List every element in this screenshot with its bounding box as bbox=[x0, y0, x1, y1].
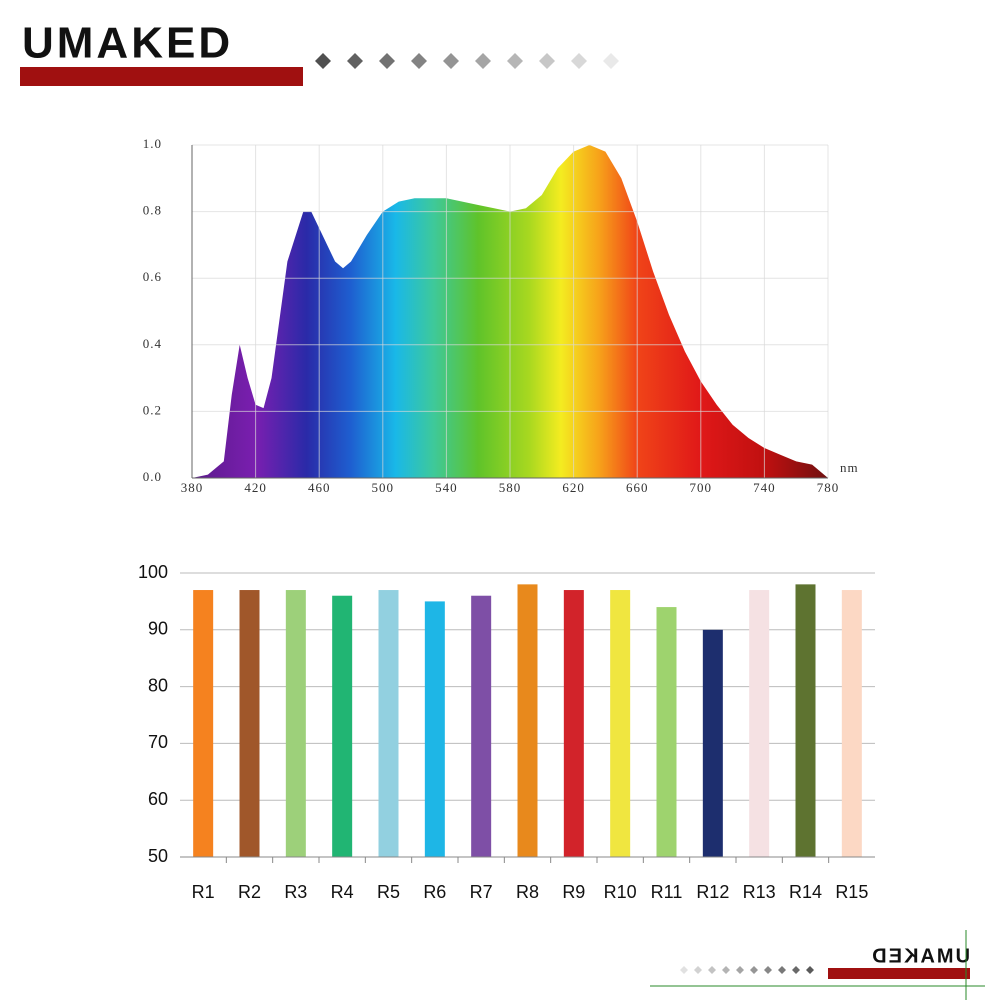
x-tick-label: R4 bbox=[331, 882, 354, 902]
bar bbox=[517, 584, 538, 857]
brand-bar bbox=[20, 67, 303, 86]
diamond bbox=[736, 966, 744, 974]
x-tick-label: 420 bbox=[244, 480, 267, 495]
x-axis-label: nm bbox=[840, 460, 859, 475]
x-tick-label: R8 bbox=[516, 882, 539, 902]
diamond bbox=[708, 966, 716, 974]
brand-bar-small bbox=[828, 968, 970, 979]
x-tick-label: R13 bbox=[743, 882, 776, 902]
diamond bbox=[347, 53, 363, 69]
x-tick-label: 540 bbox=[435, 480, 458, 495]
x-tick-label: R5 bbox=[377, 882, 400, 902]
bar bbox=[285, 590, 306, 857]
bar bbox=[656, 607, 677, 857]
bar bbox=[841, 590, 862, 857]
x-tick-label: R3 bbox=[284, 882, 307, 902]
x-tick-label: R15 bbox=[835, 882, 868, 902]
x-tick-label: 380 bbox=[181, 480, 204, 495]
bar bbox=[332, 595, 353, 857]
y-tick-label: 60 bbox=[148, 789, 168, 809]
x-tick-label: 580 bbox=[499, 480, 522, 495]
x-tick-label: R12 bbox=[696, 882, 729, 902]
x-tick-label: R14 bbox=[789, 882, 822, 902]
diamonds bbox=[680, 966, 814, 974]
bar bbox=[610, 590, 631, 857]
diamond bbox=[443, 53, 459, 69]
diamond bbox=[379, 53, 395, 69]
diamond bbox=[507, 53, 523, 69]
x-tick-label: 460 bbox=[308, 480, 331, 495]
y-tick-label: 0.4 bbox=[143, 336, 162, 351]
brand-logo: UMAKED bbox=[22, 19, 233, 68]
diamond bbox=[778, 966, 786, 974]
brand-mirror: UMAKED bbox=[870, 945, 970, 967]
diamond bbox=[539, 53, 555, 69]
diamond bbox=[694, 966, 702, 974]
x-tick-label: R7 bbox=[470, 882, 493, 902]
diamond bbox=[750, 966, 758, 974]
x-tick-label: R10 bbox=[604, 882, 637, 902]
y-tick-label: 90 bbox=[148, 619, 168, 639]
diamond bbox=[571, 53, 587, 69]
bar bbox=[378, 590, 399, 857]
y-tick-label: 0.0 bbox=[143, 469, 162, 484]
bar bbox=[702, 629, 723, 857]
bar bbox=[471, 595, 492, 857]
y-tick-label: 80 bbox=[148, 675, 168, 695]
bar bbox=[424, 601, 445, 857]
bar bbox=[795, 584, 816, 857]
bar bbox=[563, 590, 584, 857]
y-tick-label: 100 bbox=[138, 562, 168, 582]
x-tick-label: 620 bbox=[562, 480, 585, 495]
diamond bbox=[475, 53, 491, 69]
diamond bbox=[764, 966, 772, 974]
diamond bbox=[722, 966, 730, 974]
diamond bbox=[680, 966, 688, 974]
y-tick-label: 0.6 bbox=[143, 269, 162, 284]
bar bbox=[193, 590, 214, 857]
x-tick-label: 500 bbox=[372, 480, 395, 495]
diamond bbox=[315, 53, 331, 69]
y-tick-label: 50 bbox=[148, 846, 168, 866]
diamonds bbox=[315, 53, 619, 69]
diamond bbox=[806, 966, 814, 974]
diamond bbox=[603, 53, 619, 69]
brand-logo-mirrored: UMAKED bbox=[870, 945, 970, 967]
diamond bbox=[411, 53, 427, 69]
x-tick-label: 700 bbox=[690, 480, 713, 495]
bar bbox=[749, 590, 770, 857]
x-tick-label: R1 bbox=[192, 882, 215, 902]
x-tick-label: 780 bbox=[817, 480, 840, 495]
y-tick-label: 0.8 bbox=[143, 203, 162, 218]
y-tick-label: 0.2 bbox=[143, 402, 162, 417]
x-tick-label: 740 bbox=[753, 480, 776, 495]
x-tick-label: R2 bbox=[238, 882, 261, 902]
y-tick-label: 1.0 bbox=[143, 136, 162, 151]
y-tick-label: 70 bbox=[148, 732, 168, 752]
diamond bbox=[792, 966, 800, 974]
x-tick-label: R11 bbox=[651, 882, 683, 902]
x-tick-label: R9 bbox=[562, 882, 585, 902]
x-tick-label: R6 bbox=[423, 882, 446, 902]
bar bbox=[239, 590, 260, 857]
x-tick-label: 660 bbox=[626, 480, 649, 495]
